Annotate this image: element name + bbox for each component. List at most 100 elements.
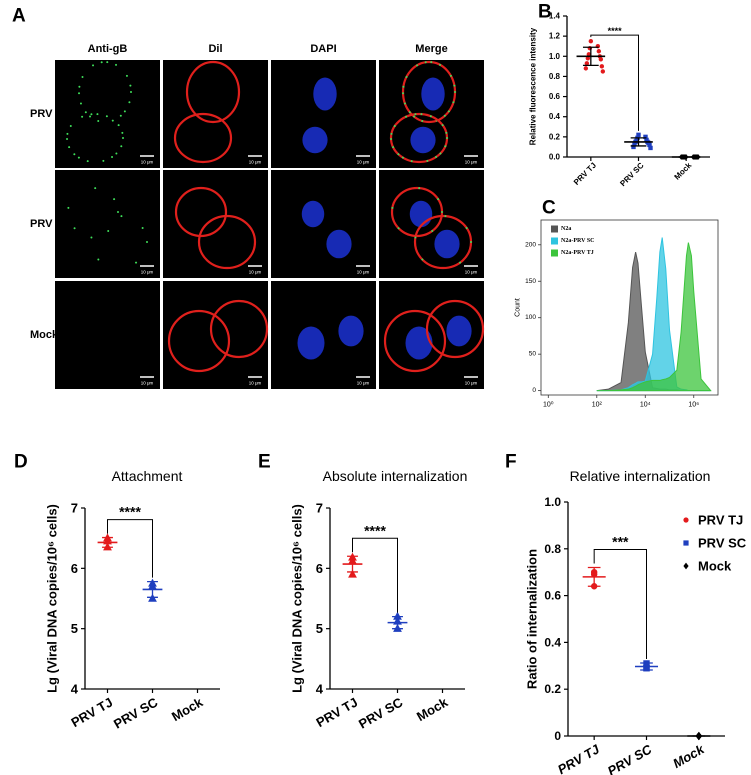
nucleus bbox=[409, 200, 433, 228]
gb-signal bbox=[429, 115, 432, 118]
scale-bar-label: 10 μm bbox=[357, 160, 370, 165]
significance-label: **** bbox=[364, 522, 386, 538]
data-point bbox=[599, 64, 605, 69]
scale-bar-label: 10 μm bbox=[141, 270, 154, 275]
gb-signal bbox=[390, 132, 393, 135]
significance-bracket bbox=[590, 34, 639, 131]
y-tick-label: 0 bbox=[554, 729, 561, 743]
gb-signal bbox=[403, 102, 406, 105]
membrane bbox=[197, 214, 257, 270]
gb-signal bbox=[421, 119, 424, 122]
gb-signal bbox=[79, 102, 82, 105]
nucleus bbox=[313, 77, 337, 111]
scale-bar-label: 10 μm bbox=[141, 160, 154, 165]
data-point bbox=[632, 141, 637, 147]
nucleus bbox=[302, 126, 328, 154]
significance-bracket bbox=[352, 537, 398, 613]
gb-signal bbox=[84, 111, 87, 114]
chart-title: Absolute internalization bbox=[323, 468, 468, 484]
gb-signal bbox=[135, 261, 138, 264]
gb-signal bbox=[421, 258, 424, 261]
panel-label: B bbox=[538, 2, 552, 23]
membrane bbox=[425, 299, 485, 359]
gb-signal bbox=[397, 227, 400, 230]
gb-signal bbox=[459, 261, 462, 264]
y-tick-label: 0.6 bbox=[544, 589, 561, 603]
chart-title: Attachment bbox=[112, 468, 183, 484]
gb-signal bbox=[435, 156, 438, 159]
gb-signal bbox=[106, 61, 109, 64]
gb-signal bbox=[111, 119, 114, 122]
membrane bbox=[167, 309, 231, 373]
data-point bbox=[598, 57, 604, 62]
gb-signal bbox=[119, 114, 122, 117]
y-tick-label: 7 bbox=[316, 501, 323, 516]
gb-signal bbox=[449, 74, 452, 77]
micrograph bbox=[55, 60, 160, 168]
gb-signal bbox=[77, 156, 80, 159]
density-area bbox=[596, 242, 712, 392]
gb-signal bbox=[470, 241, 472, 243]
micrograph bbox=[271, 60, 376, 168]
gb-signal bbox=[97, 258, 100, 261]
gb-signal bbox=[414, 236, 417, 239]
y-tick-label: 5 bbox=[316, 621, 323, 636]
gb-signal bbox=[390, 137, 393, 140]
y-axis-label: Lg (Viral DNA copies/10⁶ cells) bbox=[45, 504, 60, 693]
membrane bbox=[173, 112, 233, 164]
nucleus bbox=[421, 77, 445, 111]
plot-frame bbox=[540, 219, 719, 396]
membrane bbox=[209, 299, 269, 359]
gb-signal bbox=[113, 198, 116, 201]
error-bar bbox=[102, 536, 113, 548]
gb-signal bbox=[115, 152, 118, 155]
gb-signal bbox=[414, 113, 417, 116]
gb-signal bbox=[73, 153, 76, 156]
gb-signal bbox=[122, 137, 124, 139]
gb-signal bbox=[90, 236, 93, 239]
y-tick-label: 0.0 bbox=[549, 153, 561, 162]
column-header: Anti-gB bbox=[88, 43, 128, 55]
y-tick-label: 1.4 bbox=[549, 12, 561, 21]
gb-signal bbox=[102, 159, 105, 162]
gb-signal bbox=[68, 146, 71, 149]
error-bar bbox=[640, 662, 653, 671]
data-point bbox=[636, 132, 641, 138]
micrograph bbox=[271, 170, 376, 278]
x-tick-label: 10² bbox=[592, 402, 603, 409]
y-axis-label: Ratio of internalization bbox=[525, 549, 540, 689]
gb-signal bbox=[402, 85, 405, 88]
y-tick-label: 1.0 bbox=[544, 495, 561, 509]
data-point bbox=[643, 134, 648, 140]
y-tick-label: 4 bbox=[71, 682, 79, 697]
membrane bbox=[174, 186, 228, 238]
gb-signal bbox=[86, 160, 89, 163]
legend-label: PRV TJ bbox=[698, 513, 743, 528]
gb-signal bbox=[66, 137, 69, 140]
nucleus bbox=[338, 315, 364, 347]
gb-signal bbox=[431, 230, 434, 233]
y-tick-label: 1.0 bbox=[549, 52, 561, 61]
significance-label: *** bbox=[612, 534, 629, 550]
gb-signal bbox=[100, 61, 103, 64]
gb-signal bbox=[393, 124, 396, 127]
gb-signal bbox=[408, 111, 411, 114]
gb-signal bbox=[416, 64, 419, 67]
data-point bbox=[683, 540, 689, 546]
data-point bbox=[585, 56, 591, 61]
gb-signal bbox=[129, 84, 132, 87]
micrograph bbox=[163, 60, 268, 168]
gb-signal bbox=[105, 115, 108, 118]
error-bar bbox=[147, 580, 158, 598]
gb-signal bbox=[454, 91, 456, 93]
data-point bbox=[683, 517, 689, 523]
significance-bracket bbox=[593, 549, 647, 659]
scale-bar-label: 10 μm bbox=[465, 270, 478, 275]
gb-signal bbox=[444, 215, 447, 218]
nucleus bbox=[297, 326, 325, 360]
data-point bbox=[683, 562, 689, 570]
legend-label: Mock bbox=[698, 559, 732, 574]
gb-signal bbox=[107, 230, 110, 233]
nucleus bbox=[446, 315, 472, 347]
